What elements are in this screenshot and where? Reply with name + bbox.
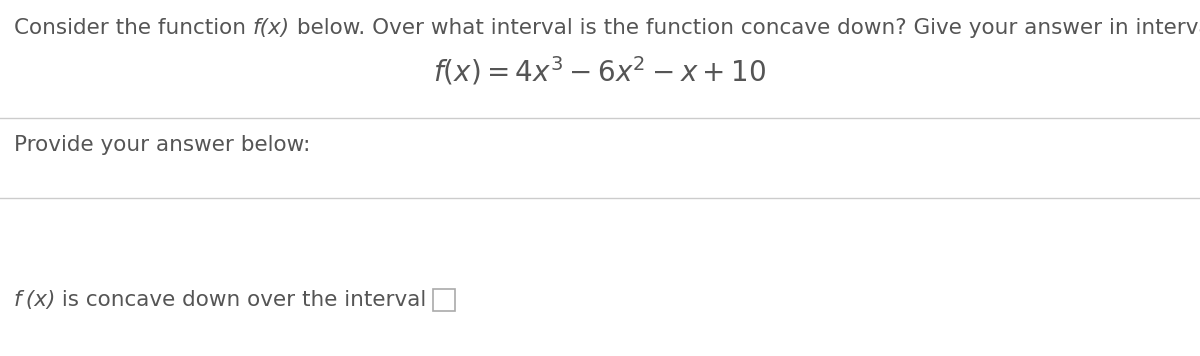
Text: f(x): f(x) [253, 18, 290, 38]
Text: is concave down over the interval: is concave down over the interval [55, 290, 427, 310]
Text: $f(x) = 4x^3 - 6x^2 - x + 10$: $f(x) = 4x^3 - 6x^2 - x + 10$ [433, 55, 767, 88]
Bar [433, 289, 455, 311]
Text: Provide your answer below:: Provide your answer below: [14, 135, 311, 155]
Text: below. Over what interval is the function concave down? Give your answer in inte: below. Over what interval is the functio… [290, 18, 1200, 38]
Text: Consider the function: Consider the function [14, 18, 253, 38]
Text: f (x): f (x) [14, 290, 55, 310]
